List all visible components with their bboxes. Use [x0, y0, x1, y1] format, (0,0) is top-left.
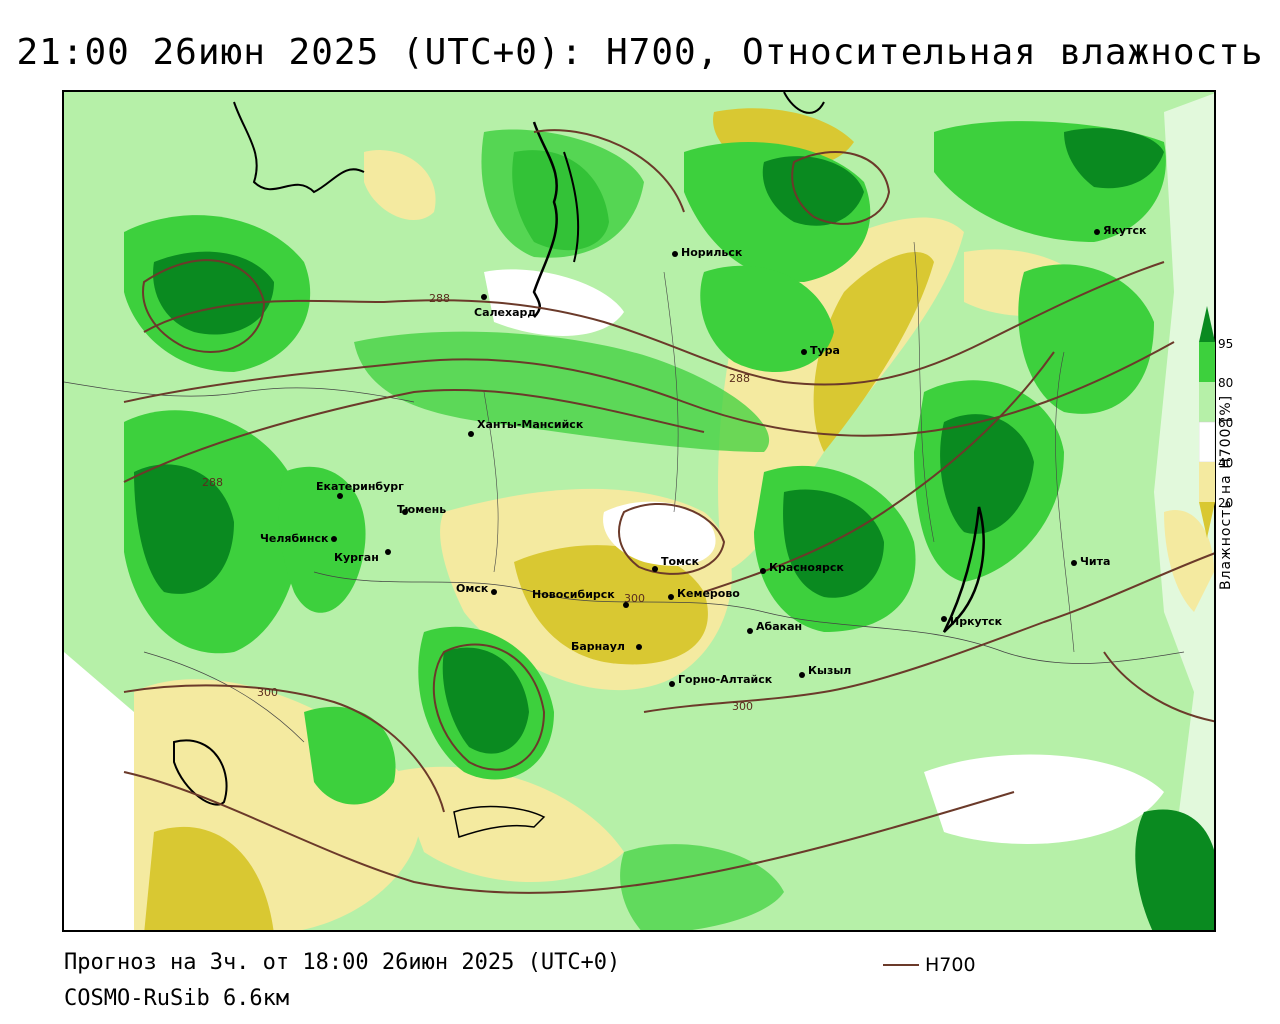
country-border	[313, 571, 1185, 664]
city-marker: Иркутск	[941, 615, 1003, 628]
city-marker: Барнаул	[571, 640, 642, 653]
colorbar-title: Влажность на H700 [%]	[1218, 394, 1234, 590]
colorbar-tick: 20	[1218, 496, 1234, 510]
contour-label: 288	[202, 476, 223, 489]
forecast-info: Прогноз на 3ч. от 18:00 26июн 2025 (UTC+…	[64, 950, 621, 975]
model-name: COSMO-RuSib 6.6км	[64, 986, 290, 1011]
city-label: Екатеринбург	[316, 480, 404, 493]
city-label: Челябинск	[260, 532, 329, 545]
city-label: Омск	[456, 582, 489, 595]
city-marker: Екатеринбург	[316, 480, 404, 499]
city-marker: Новосибирск	[532, 588, 629, 608]
contour-label: 288	[729, 372, 750, 385]
h700-legend-line	[883, 964, 919, 966]
colorbar-tick: 95	[1218, 337, 1234, 351]
contour-label: 300	[624, 592, 645, 605]
city-label: Красноярск	[769, 561, 844, 574]
city-label: Новосибирск	[532, 588, 615, 601]
city-label: Норильск	[681, 246, 743, 259]
city-marker: Томск	[652, 555, 700, 572]
humidity-colorbar	[1199, 306, 1215, 538]
city-marker: Челябинск	[260, 532, 337, 545]
city-label: Кызыл	[808, 664, 851, 677]
city-label: Якутск	[1103, 224, 1147, 237]
contour-closed-low	[791, 151, 891, 225]
city-marker: Кызыл	[799, 664, 851, 678]
city-label: Горно-Алтайск	[678, 673, 773, 686]
city-marker: Якутск	[1094, 224, 1147, 237]
map-title: 21:00 26июн 2025 (UTC+0): H700, Относите…	[16, 32, 1264, 73]
contour-closed-low	[432, 643, 546, 771]
coastline	[532, 121, 558, 318]
city-label: Ханты-Мансийск	[477, 418, 584, 431]
city-label: Салехард	[474, 306, 536, 319]
out-of-domain-area	[64, 652, 134, 930]
city-marker: Салехард	[474, 294, 536, 319]
city-markers: Якутск Норильск Салехард Тура Ханты-Манс…	[260, 224, 1147, 687]
colorbar-tick: 60	[1218, 416, 1234, 430]
contour-288	[143, 261, 1165, 386]
city-marker: Норильск	[672, 246, 743, 259]
h700-legend-label: H700	[925, 954, 976, 976]
city-marker: Чита	[1071, 555, 1110, 568]
city-label: Томск	[661, 555, 700, 568]
city-label: Тура	[810, 344, 840, 357]
map-panel[interactable]: 288 288 288 300 300 300 Якутск Норильск …	[62, 90, 1216, 932]
city-label: Иркутск	[950, 615, 1003, 628]
city-marker: Тура	[801, 344, 840, 357]
city-marker: Абакан	[747, 620, 802, 634]
city-label: Кемерово	[677, 587, 740, 600]
colorbar-tick: 80	[1218, 376, 1234, 390]
city-label: Тюмень	[397, 503, 446, 516]
contour-label: 300	[257, 686, 278, 699]
city-marker: Горно-Алтайск	[669, 673, 773, 687]
city-marker: Красноярск	[760, 561, 844, 574]
city-label: Барнаул	[571, 640, 625, 653]
colorbar-tick: 40	[1218, 456, 1234, 470]
humidity-map: 288 288 288 300 300 300 Якутск Норильск …	[64, 92, 1214, 930]
city-label: Курган	[334, 551, 379, 564]
city-marker: Омск	[456, 582, 497, 595]
contour-label: 288	[429, 292, 450, 305]
contour-300	[123, 771, 1015, 894]
baikal-lake	[942, 506, 985, 633]
city-marker: Ханты-Мансийск	[468, 418, 584, 437]
city-label: Чита	[1080, 555, 1110, 568]
contour-labels: 288 288 288 300 300 300	[202, 292, 753, 713]
city-marker: Курган	[334, 549, 391, 564]
contour-label: 300	[732, 700, 753, 713]
city-marker: Кемерово	[668, 587, 740, 600]
city-label: Абакан	[756, 620, 802, 633]
city-marker: Тюмень	[397, 503, 446, 516]
